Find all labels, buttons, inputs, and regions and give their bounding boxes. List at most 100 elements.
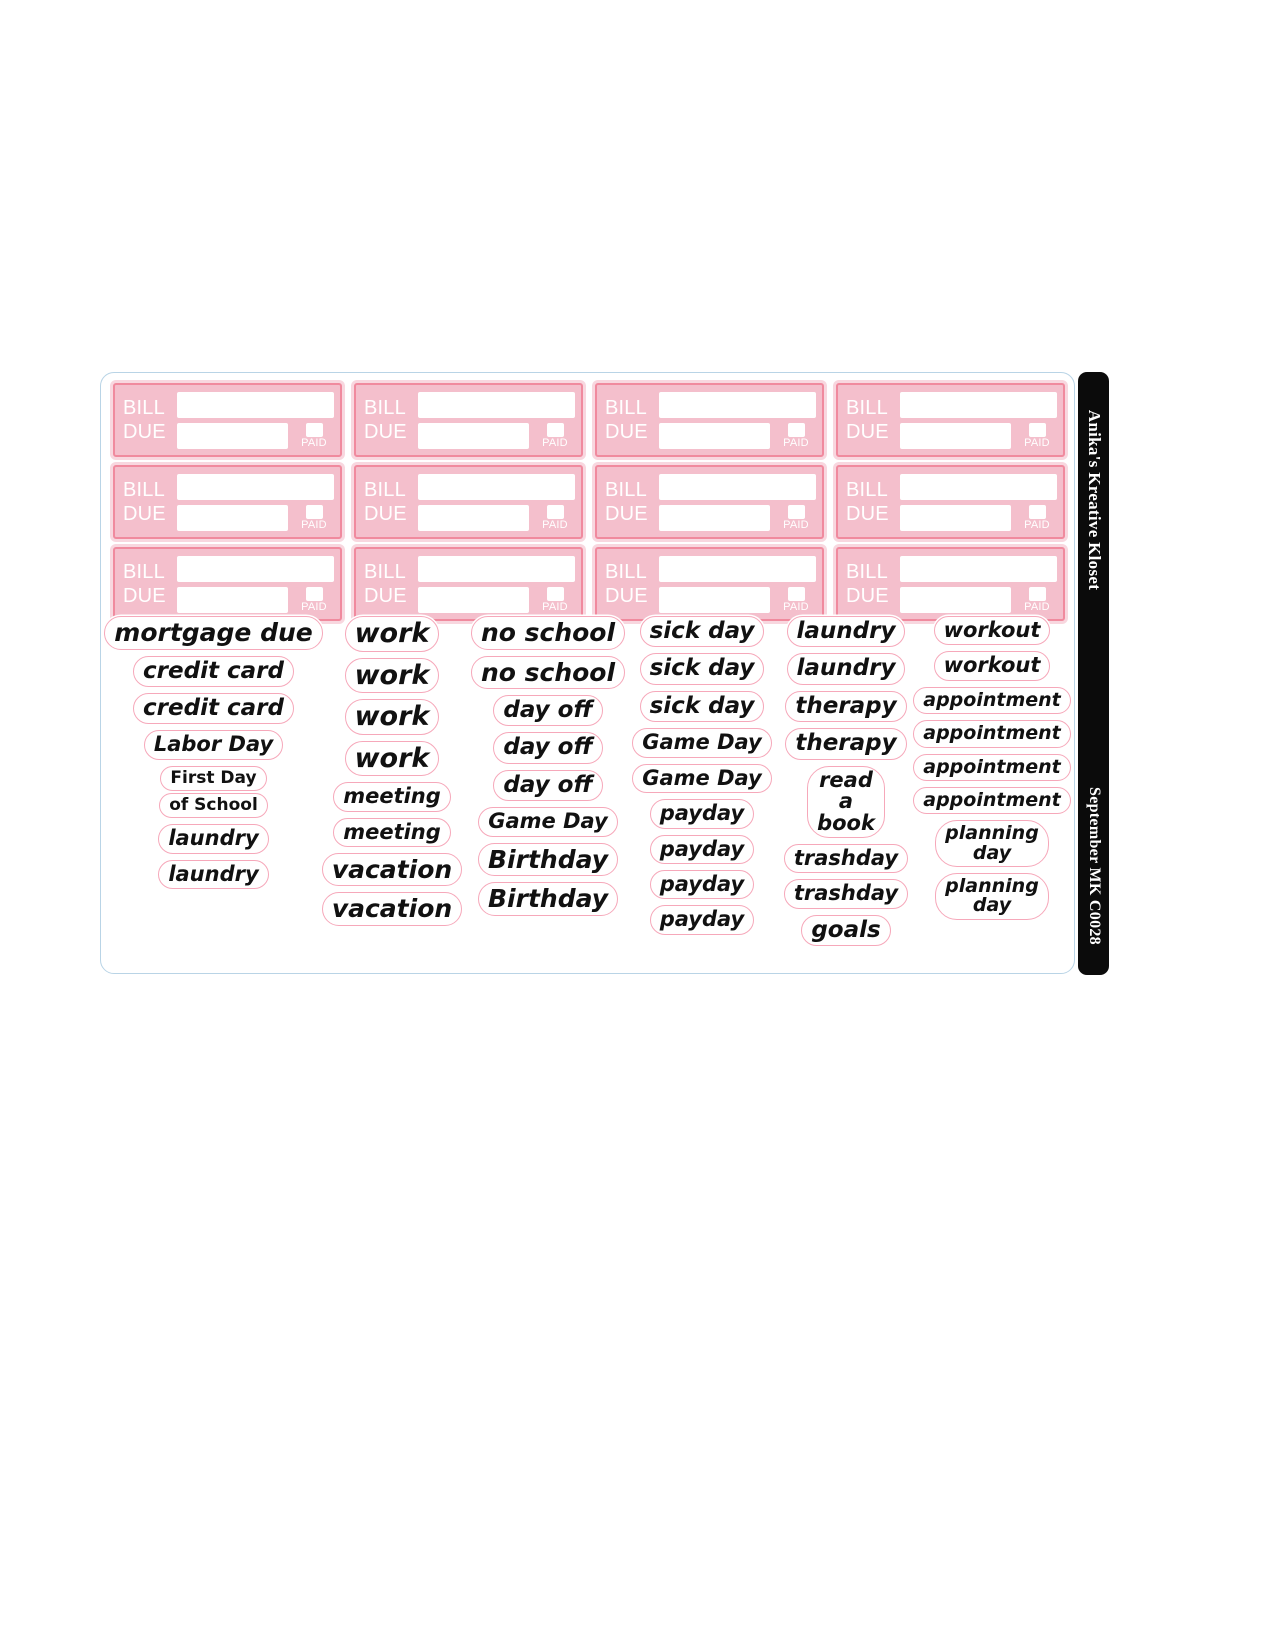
word-sticker[interactable]: laundry [786, 616, 906, 648]
word-sticker[interactable]: Birthday [478, 882, 618, 916]
paid-checkbox-group[interactable]: PAID [776, 422, 816, 449]
paid-checkbox[interactable] [305, 586, 323, 601]
bill-name-write-line[interactable] [900, 391, 1057, 418]
bill-due-sticker[interactable]: BILL DUE PAID [113, 383, 342, 457]
bill-name-write-line[interactable] [659, 555, 816, 582]
bill-due-sticker[interactable]: BILL DUE PAID [595, 383, 824, 457]
word-sticker[interactable]: payday [649, 869, 755, 900]
word-sticker[interactable]: work [344, 616, 440, 652]
bill-name-write-line[interactable] [900, 555, 1057, 582]
bill-name-write-line[interactable] [659, 473, 816, 500]
word-sticker[interactable]: payday [649, 834, 755, 864]
bill-name-write-line[interactable] [418, 391, 575, 418]
word-sticker[interactable]: laundry [158, 859, 269, 890]
bill-name-write-line[interactable] [177, 391, 334, 418]
word-sticker[interactable]: trashday [783, 844, 909, 874]
bill-due-sticker[interactable]: BILL DUE PAID [836, 383, 1065, 457]
paid-checkbox[interactable] [1028, 504, 1046, 519]
bill-name-write-line[interactable] [177, 555, 334, 582]
word-sticker[interactable]: vacation [321, 892, 463, 926]
bill-name-write-line[interactable] [418, 473, 575, 500]
word-sticker[interactable]: First Day [160, 765, 267, 792]
paid-checkbox-group[interactable]: PAID [294, 504, 334, 531]
word-sticker[interactable]: Birthday [478, 842, 618, 877]
word-sticker[interactable]: workout [933, 616, 1051, 646]
paid-checkbox-group[interactable]: PAID [776, 504, 816, 531]
paid-checkbox[interactable] [546, 422, 564, 437]
word-sticker[interactable]: appointment [913, 720, 1071, 748]
bill-due-sticker[interactable]: BILL DUE PAID [595, 465, 824, 539]
word-sticker[interactable]: of School [159, 793, 268, 819]
paid-checkbox-group[interactable]: PAID [535, 586, 575, 613]
word-sticker[interactable]: Game Day [632, 728, 772, 758]
paid-checkbox[interactable] [787, 422, 805, 437]
word-sticker[interactable]: appointment [913, 686, 1071, 715]
word-sticker[interactable]: therapy [785, 728, 907, 760]
word-sticker[interactable]: laundry [786, 653, 906, 685]
word-sticker[interactable]: sick day [639, 616, 765, 648]
bill-due-sticker[interactable]: BILL DUE PAID [113, 465, 342, 539]
word-sticker[interactable]: trashday [783, 879, 909, 909]
word-sticker[interactable]: day off [493, 769, 603, 802]
bill-name-write-line[interactable] [177, 473, 334, 500]
word-sticker[interactable]: no school [470, 655, 626, 689]
bill-amount-write-line[interactable] [418, 422, 529, 449]
word-sticker[interactable]: work [344, 657, 440, 694]
bill-amount-write-line[interactable] [659, 504, 770, 531]
bill-due-sticker[interactable]: BILL DUE PAID [354, 383, 583, 457]
bill-amount-write-line[interactable] [900, 586, 1011, 613]
word-sticker[interactable]: no school [470, 616, 626, 650]
paid-checkbox[interactable] [787, 504, 805, 519]
paid-checkbox-group[interactable]: PAID [535, 504, 575, 531]
word-sticker[interactable]: sick day [639, 690, 765, 723]
paid-checkbox[interactable] [1028, 586, 1046, 601]
paid-checkbox-group[interactable]: PAID [535, 422, 575, 449]
word-sticker[interactable]: laundry [158, 824, 269, 854]
word-sticker[interactable]: Game Day [632, 763, 772, 794]
word-sticker[interactable]: meeting [333, 782, 451, 812]
word-sticker[interactable]: vacation [321, 852, 463, 887]
bill-amount-write-line[interactable] [177, 504, 288, 531]
word-sticker[interactable]: sick day [639, 653, 765, 685]
bill-amount-write-line[interactable] [900, 504, 1011, 531]
word-sticker[interactable]: meeting [333, 817, 451, 847]
bill-name-write-line[interactable] [418, 555, 575, 582]
paid-checkbox-group[interactable]: PAID [294, 422, 334, 449]
bill-amount-write-line[interactable] [900, 422, 1011, 449]
paid-checkbox-group[interactable]: PAID [1017, 504, 1057, 531]
word-sticker[interactable]: credit card [133, 655, 294, 687]
paid-checkbox[interactable] [1028, 422, 1046, 437]
bill-amount-write-line[interactable] [177, 422, 288, 449]
paid-checkbox-group[interactable]: PAID [1017, 422, 1057, 449]
paid-checkbox-group[interactable]: PAID [294, 586, 334, 613]
word-sticker[interactable]: mortgage due [104, 616, 323, 650]
word-sticker[interactable]: planning day [935, 873, 1049, 920]
word-sticker[interactable]: credit card [133, 692, 294, 725]
bill-name-write-line[interactable] [659, 391, 816, 418]
word-sticker[interactable]: appointment [913, 753, 1071, 781]
word-sticker[interactable]: day off [493, 732, 603, 764]
word-sticker[interactable]: day off [493, 695, 603, 727]
word-sticker[interactable]: read a book [807, 765, 885, 839]
bill-due-sticker[interactable]: BILL DUE PAID [354, 465, 583, 539]
bill-due-sticker[interactable]: BILL DUE PAID [836, 547, 1065, 621]
bill-amount-write-line[interactable] [659, 586, 770, 613]
paid-checkbox[interactable] [546, 586, 564, 601]
bill-due-sticker[interactable]: BILL DUE PAID [113, 547, 342, 621]
word-sticker[interactable]: work [344, 699, 440, 735]
word-sticker[interactable]: work [344, 740, 440, 777]
paid-checkbox[interactable] [305, 422, 323, 437]
word-sticker[interactable]: goals [801, 914, 891, 947]
word-sticker[interactable]: Game Day [478, 807, 618, 837]
word-sticker[interactable]: therapy [785, 690, 907, 723]
word-sticker[interactable]: planning day [935, 820, 1049, 868]
bill-name-write-line[interactable] [900, 473, 1057, 500]
paid-checkbox-group[interactable]: PAID [776, 586, 816, 613]
bill-amount-write-line[interactable] [177, 586, 288, 613]
paid-checkbox-group[interactable]: PAID [1017, 586, 1057, 613]
word-sticker[interactable]: appointment [913, 786, 1071, 815]
bill-due-sticker[interactable]: BILL DUE PAID [595, 547, 824, 621]
bill-amount-write-line[interactable] [418, 586, 529, 613]
word-sticker[interactable]: payday [649, 799, 755, 829]
bill-amount-write-line[interactable] [659, 422, 770, 449]
